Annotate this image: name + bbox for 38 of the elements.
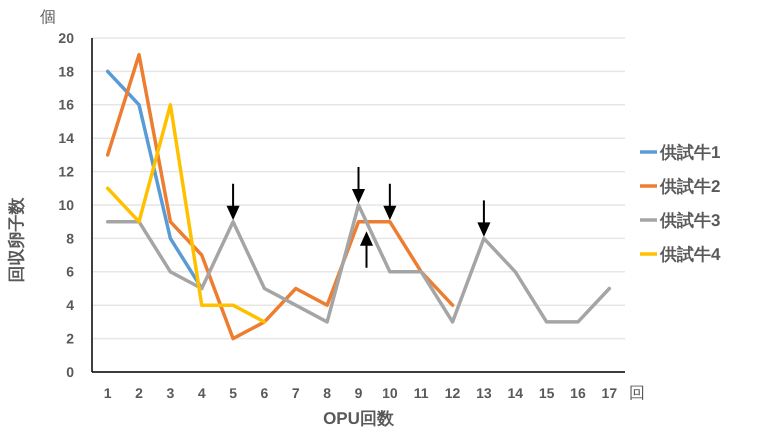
- y-tick-label: 6: [66, 264, 74, 280]
- x-tick-label: 14: [507, 385, 524, 401]
- y-tick-label: 12: [58, 164, 74, 180]
- x-tick-label: 9: [354, 385, 363, 401]
- line-series: [106, 203, 612, 324]
- y-tick-label: 14: [58, 130, 74, 146]
- x-tick-label: 13: [476, 385, 492, 401]
- text: 個: [40, 9, 56, 26]
- text: 回: [629, 385, 645, 402]
- y-axis-title: 回収卵子数: [7, 196, 26, 282]
- x-tick-label: 16: [570, 385, 586, 401]
- line-series: [106, 103, 266, 324]
- x-axis-title: OPU回数: [323, 409, 395, 428]
- y-tick-label: 10: [58, 196, 74, 213]
- y-tick-label: 2: [66, 330, 74, 346]
- y-tick-label: 16: [58, 96, 74, 113]
- y-tick-label: 20: [58, 30, 74, 46]
- legend-label: 供試牛1: [659, 142, 720, 162]
- x-tick-label: 10: [382, 385, 398, 401]
- legend-label: 供試牛3: [659, 210, 720, 230]
- x-tick-label: 1: [104, 385, 112, 401]
- x-tick-label: 2: [135, 385, 144, 401]
- x-tick-label: 12: [444, 385, 461, 401]
- y-tick-label: 18: [58, 63, 74, 80]
- x-tick-label: 8: [323, 385, 332, 401]
- y-tick-label: 8: [66, 230, 74, 246]
- x-tick-label: 4: [198, 385, 206, 401]
- x-tick-label: 5: [229, 385, 238, 401]
- x-tick-label: 3: [166, 385, 174, 401]
- y-tick-label: 0: [66, 364, 74, 380]
- legend-label: 供試牛2: [659, 176, 720, 196]
- x-tick-label: 15: [538, 385, 555, 401]
- y-tick-label: 4: [66, 297, 74, 314]
- x-tick-label: 11: [414, 385, 429, 401]
- x-tick-label: 7: [292, 385, 300, 401]
- legend-label: 供試牛4: [659, 244, 721, 264]
- x-tick-label: 6: [260, 385, 269, 401]
- x-tick-label: 17: [602, 385, 618, 401]
